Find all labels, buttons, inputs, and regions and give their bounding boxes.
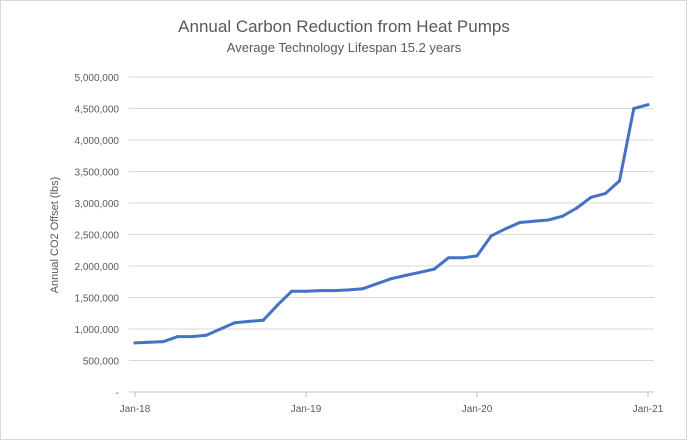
data-point [318, 289, 322, 293]
y-axis-ticks: - 500,000 1,000,000 1,500,000 2,000,000 2,500… [75, 73, 120, 399]
data-point [561, 214, 564, 218]
x-tick-label: Jan-18 [120, 404, 151, 415]
data-point [632, 107, 636, 110]
y-tick-label: - [116, 388, 119, 399]
y-tick-label: 4,500,000 [75, 105, 120, 116]
data-point [233, 321, 237, 325]
series-layer [133, 103, 650, 345]
data-point [390, 277, 393, 281]
x-tick-label: Jan-21 [633, 404, 664, 415]
data-point [646, 103, 650, 107]
y-tick-label: 5,000,000 [75, 73, 120, 84]
data-point [304, 289, 308, 293]
data-point [333, 289, 336, 293]
y-tick-label: 2,000,000 [75, 262, 120, 273]
y-tick-label: 2,500,000 [75, 231, 120, 242]
x-tick-label: Jan-20 [462, 404, 493, 415]
data-point [475, 254, 479, 258]
x-tick-label: Jan-19 [291, 404, 322, 415]
data-point [375, 282, 379, 286]
data-point [133, 341, 137, 345]
data-point [204, 333, 208, 337]
data-point [404, 273, 408, 277]
data-point [575, 206, 579, 210]
data-point [618, 179, 621, 183]
data-point [546, 218, 550, 222]
gridlines [129, 76, 654, 393]
data-point [447, 256, 450, 260]
y-tick-label: 500,000 [83, 357, 120, 368]
data-point [219, 327, 222, 331]
x-axis-ticks: Jan-18 Jan-19 Jan-20 Jan-21 [120, 392, 664, 415]
data-point [290, 289, 294, 293]
data-point [489, 234, 493, 238]
data-point [247, 319, 251, 323]
data-point [347, 288, 351, 292]
y-tick-label: 1,000,000 [75, 325, 120, 336]
data-point [176, 335, 180, 339]
y-tick-label: 1,500,000 [75, 294, 120, 305]
chart-title: Annual Carbon Reduction from Heat Pumps [178, 17, 510, 36]
data-point [418, 270, 422, 274]
data-point [361, 287, 365, 291]
y-axis-title: Annual CO2 Offset (lbs) [49, 177, 61, 294]
data-point [589, 195, 593, 199]
y-tick-label: 3,500,000 [75, 168, 120, 179]
chart-subtitle: Average Technology Lifespan 15.2 years [227, 40, 462, 55]
data-point [603, 192, 607, 196]
y-tick-label: 3,000,000 [75, 199, 120, 210]
data-point [461, 256, 465, 260]
data-point [504, 227, 507, 231]
data-point [432, 267, 436, 271]
data-point [162, 340, 165, 344]
data-point [532, 219, 536, 223]
data-point [261, 318, 265, 322]
data-point [147, 340, 151, 344]
data-point [518, 221, 522, 225]
data-point [276, 303, 279, 307]
data-point [190, 335, 194, 339]
y-tick-label: 4,000,000 [75, 136, 120, 147]
